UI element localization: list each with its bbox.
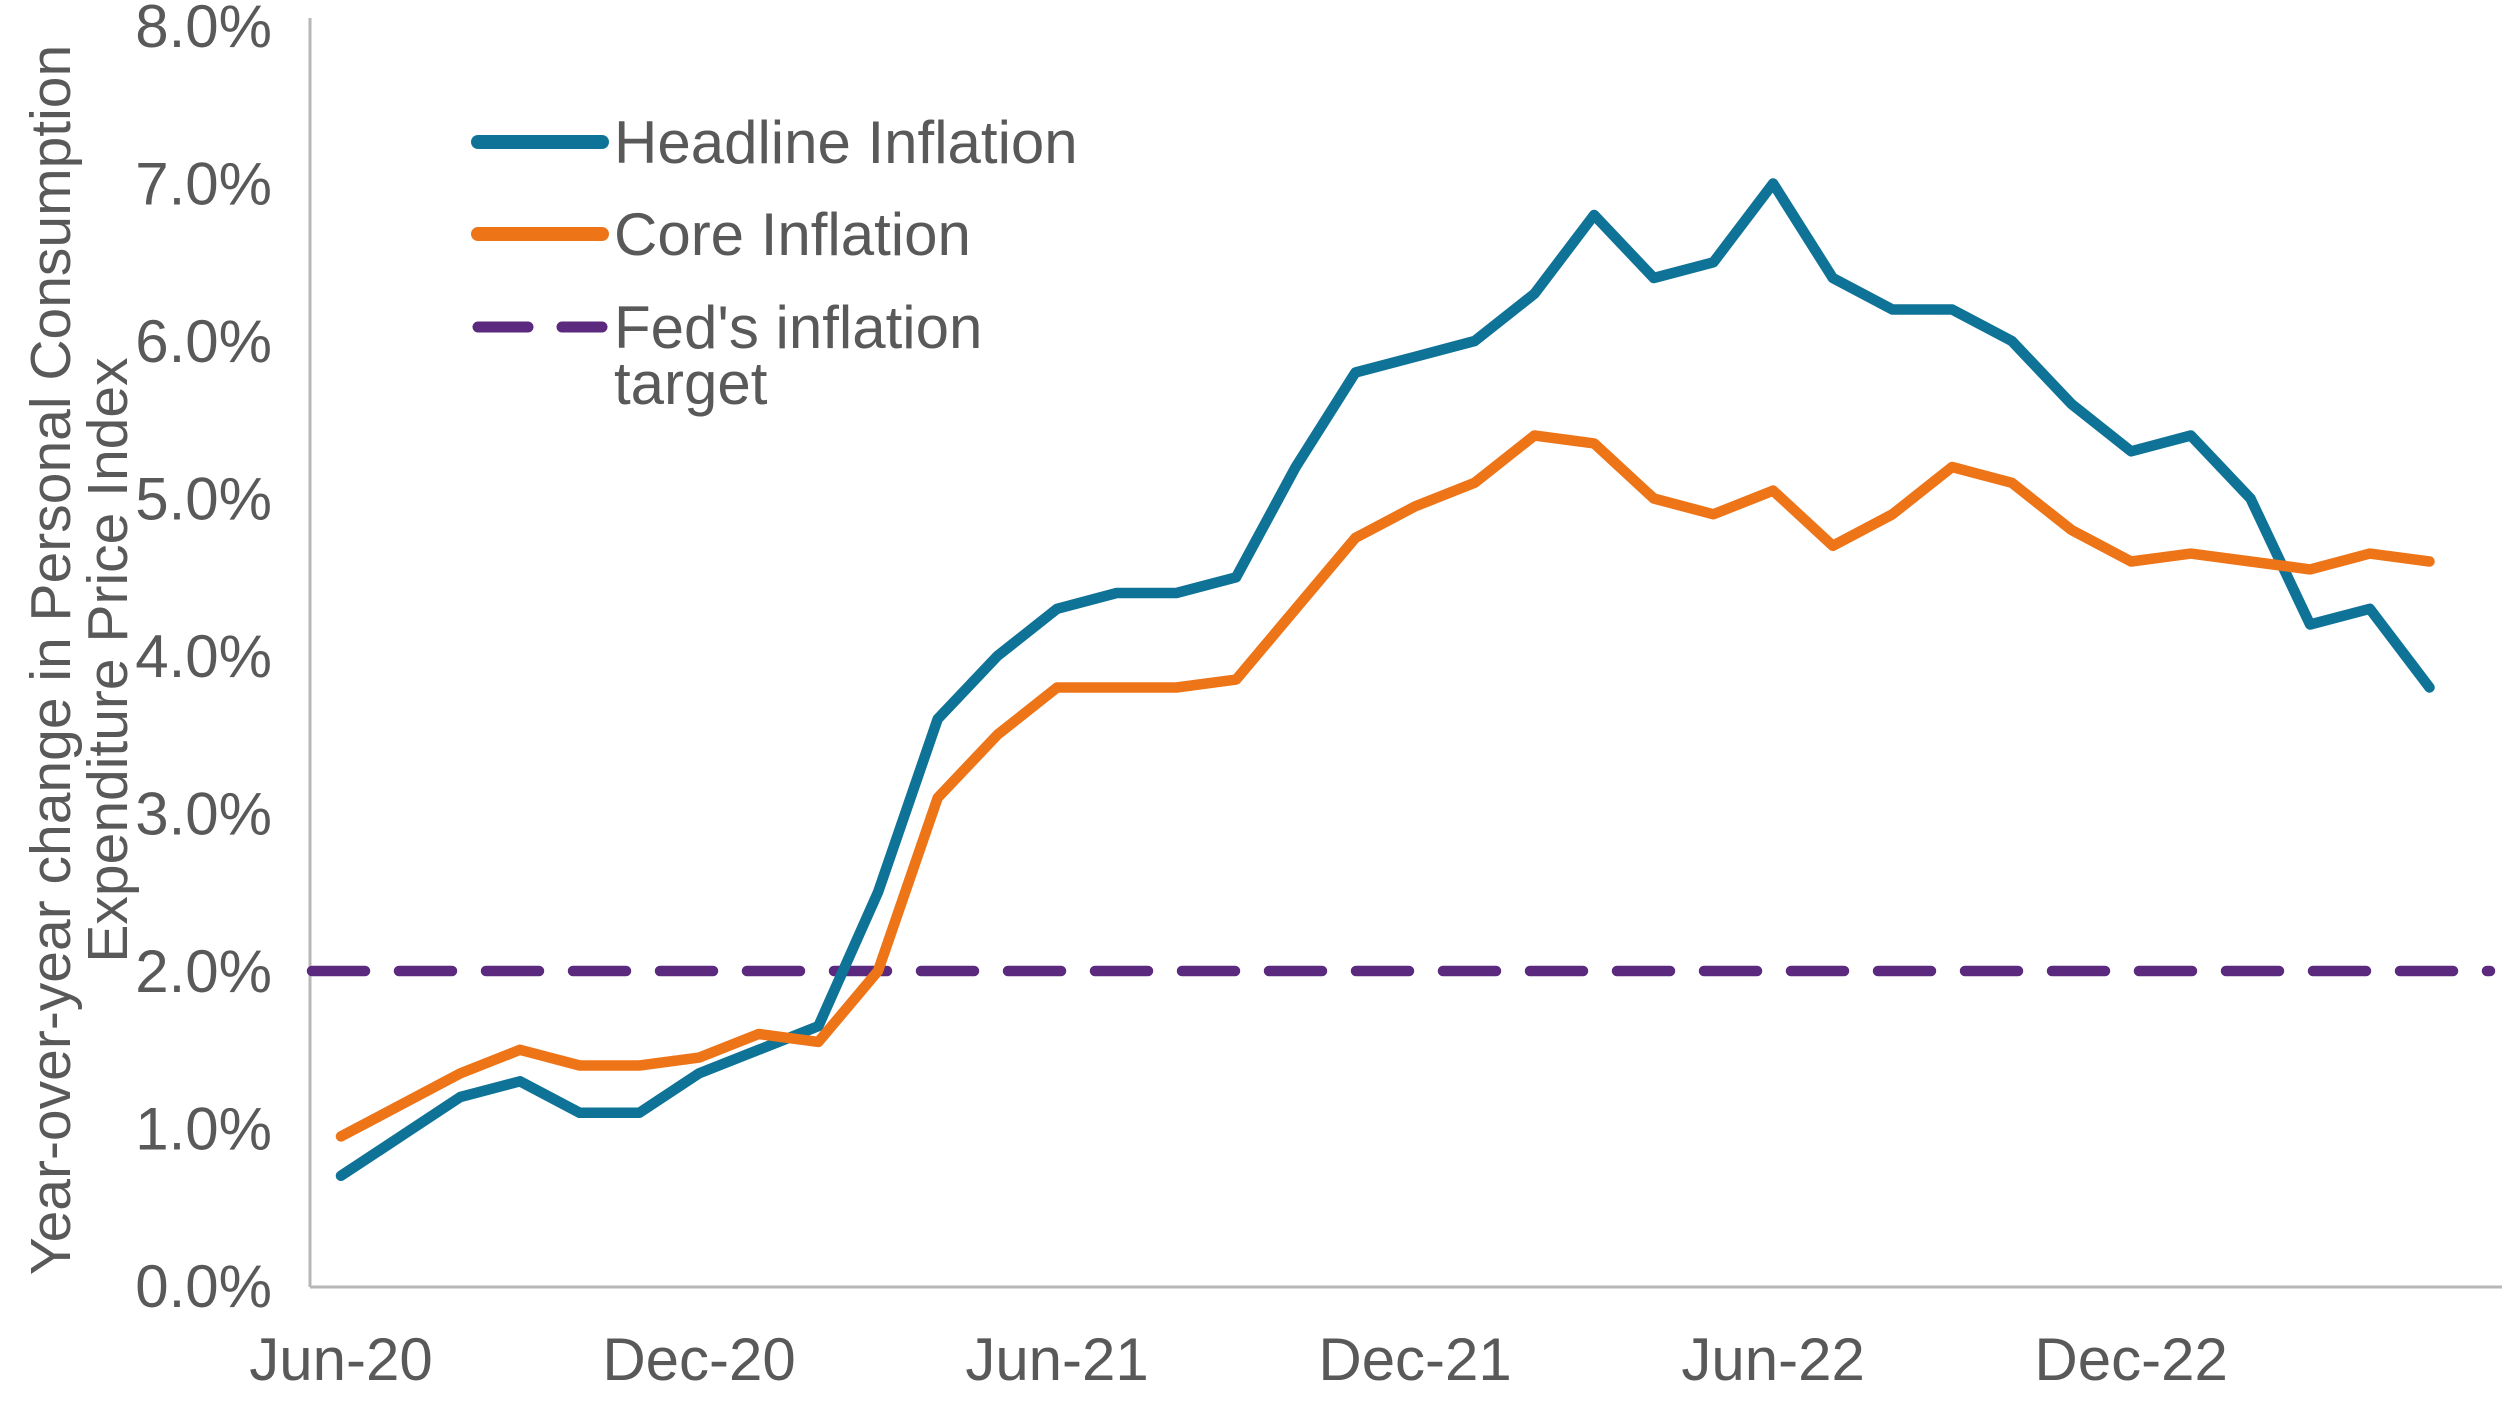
y-tick-label-1.0%: 1.0% (135, 1096, 272, 1163)
y-tick-label-7.0%: 7.0% (135, 151, 272, 218)
x-tick-label-Dec-22: Dec-22 (2034, 1326, 2227, 1393)
x-tick-label-Jun-22: Jun-22 (1681, 1326, 1864, 1393)
x-axis-tick-labels: Jun-20 Dec-20 Jun-21 Dec-21 Jun-22 Dec-22 (249, 1326, 2228, 1393)
y-tick-label-2.0%: 2.0% (135, 938, 272, 1005)
headline-inflation-line (335, 178, 2435, 1182)
plot-series (306, 178, 2496, 1182)
legend: Headline Inflation Core Inflation Fed's … (471, 109, 1078, 417)
y-axis-title-line-2: Expenditure Price Index (76, 357, 140, 962)
x-tick-label-Jun-20: Jun-20 (249, 1326, 432, 1393)
x-tick-label-Jun-21: Jun-21 (965, 1326, 1148, 1393)
legend-label-fed-target-line-1: Fed's inflation (614, 294, 982, 361)
y-axis-title: Year-over-year change in Personal Consum… (19, 45, 140, 1275)
x-tick-label-Dec-21: Dec-21 (1318, 1326, 1511, 1393)
y-tick-label-5.0%: 5.0% (135, 466, 272, 533)
legend-label-core: Core Inflation (614, 201, 971, 268)
legend-item-fed-target: Fed's inflation target (472, 294, 982, 417)
legend-label-headline: Headline Inflation (614, 109, 1078, 176)
y-tick-label-0.0%: 0.0% (135, 1253, 272, 1320)
y-tick-label-6.0%: 6.0% (135, 308, 272, 375)
y-axis-title-line-1: Year-over-year change in Personal Consum… (19, 45, 83, 1275)
y-tick-label-8.0%: 8.0% (135, 0, 272, 60)
y-axis-tick-labels: 0.0% 1.0% 2.0% 3.0% 4.0% 5.0% 6.0% 7.0% 8.0% (135, 0, 272, 1320)
x-tick-label-Dec-20: Dec-20 (602, 1326, 795, 1393)
core-inflation-line (335, 430, 2435, 1142)
y-tick-label-4.0%: 4.0% (135, 623, 272, 690)
legend-item-headline: Headline Inflation (471, 109, 1078, 176)
legend-label-fed-target-line-2: target (614, 350, 768, 417)
y-tick-label-3.0%: 3.0% (135, 781, 272, 848)
legend-item-core: Core Inflation (471, 201, 971, 268)
